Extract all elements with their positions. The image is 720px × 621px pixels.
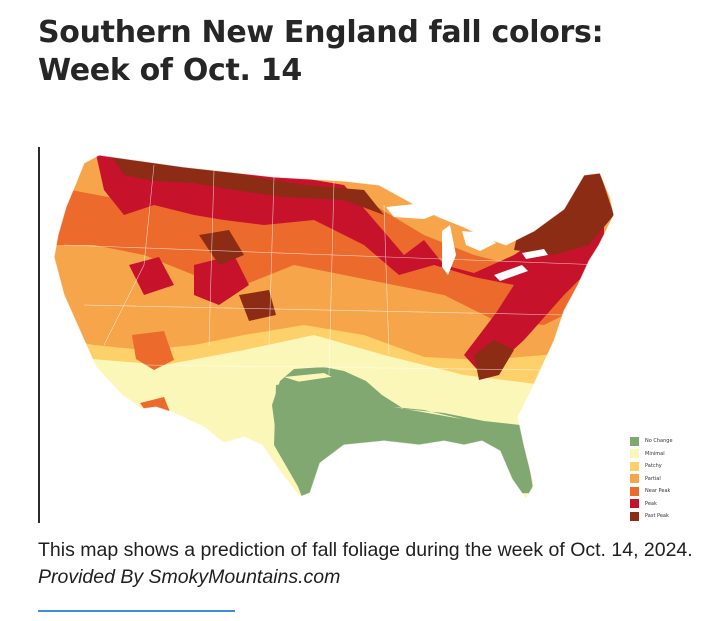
foliage-map-figure: No Change Minimal Patchy Partial Near Pe… <box>38 145 688 523</box>
legend-label: Partial <box>645 475 661 482</box>
legend-label: Patchy <box>645 463 662 470</box>
legend-label: No Change <box>645 438 673 445</box>
legend-item-no-change: No Change <box>630 435 690 448</box>
legend-swatch <box>630 511 639 521</box>
figure-rule <box>38 147 40 523</box>
great-lakes <box>386 203 548 281</box>
legend-item-peak: Peak <box>630 498 690 511</box>
legend-swatch <box>630 436 639 446</box>
legend-label: Near Peak <box>645 488 671 495</box>
map-caption: This map shows a prediction of fall foli… <box>38 537 698 591</box>
legend-item-partial: Partial <box>630 473 690 486</box>
caption-text: This map shows a prediction of fall foli… <box>38 539 693 561</box>
headline-line-2: Week of Oct. 14 <box>38 53 302 88</box>
legend-item-near-peak: Near Peak <box>630 485 690 498</box>
headline-line-1: Southern New England fall colors: <box>38 15 604 50</box>
caption-underline <box>38 610 235 612</box>
caption-credit: Provided By SmokyMountains.com <box>38 566 341 588</box>
legend-label: Peak <box>645 500 657 507</box>
legend-item-minimal: Minimal <box>630 448 690 461</box>
legend-swatch <box>630 461 639 471</box>
legend-item-patchy: Patchy <box>630 460 690 473</box>
legend-item-past-peak: Past Peak <box>630 510 690 523</box>
us-foliage-map <box>53 154 615 500</box>
legend-swatch <box>630 449 639 459</box>
legend-swatch <box>630 499 639 509</box>
legend-swatch <box>630 474 639 484</box>
map-legend: No Change Minimal Patchy Partial Near Pe… <box>630 435 690 523</box>
headline: Southern New England fall colors: Week o… <box>38 14 698 90</box>
legend-label: Past Peak <box>645 513 669 520</box>
legend-label: Minimal <box>645 450 665 457</box>
legend-swatch <box>630 486 639 496</box>
